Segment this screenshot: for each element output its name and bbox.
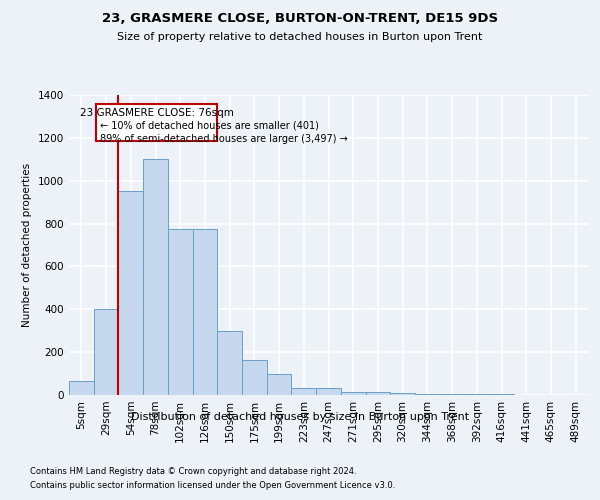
Bar xyxy=(267,374,292,395)
Bar xyxy=(341,392,365,395)
Y-axis label: Number of detached properties: Number of detached properties xyxy=(22,163,32,327)
Bar xyxy=(168,229,193,395)
Text: Size of property relative to detached houses in Burton upon Trent: Size of property relative to detached ho… xyxy=(118,32,482,42)
Bar xyxy=(415,394,440,395)
Bar xyxy=(292,388,316,395)
Bar xyxy=(69,381,94,395)
FancyBboxPatch shape xyxy=(96,104,217,141)
Text: 23, GRASMERE CLOSE, BURTON-ON-TRENT, DE15 9DS: 23, GRASMERE CLOSE, BURTON-ON-TRENT, DE1… xyxy=(102,12,498,26)
Bar xyxy=(118,192,143,395)
Bar xyxy=(143,160,168,395)
Bar xyxy=(365,392,390,395)
Bar xyxy=(193,229,217,395)
Bar xyxy=(316,388,341,395)
Bar xyxy=(242,360,267,395)
Bar xyxy=(94,310,118,395)
Text: Contains HM Land Registry data © Crown copyright and database right 2024.: Contains HM Land Registry data © Crown c… xyxy=(30,468,356,476)
Bar xyxy=(440,394,464,395)
Text: ← 10% of detached houses are smaller (401): ← 10% of detached houses are smaller (40… xyxy=(100,120,319,130)
Text: 23 GRASMERE CLOSE: 76sqm: 23 GRASMERE CLOSE: 76sqm xyxy=(80,108,233,118)
Text: 89% of semi-detached houses are larger (3,497) →: 89% of semi-detached houses are larger (… xyxy=(100,134,347,143)
Bar xyxy=(217,330,242,395)
Text: Distribution of detached houses by size in Burton upon Trent: Distribution of detached houses by size … xyxy=(131,412,469,422)
Bar xyxy=(390,394,415,395)
Bar xyxy=(464,394,489,395)
Text: Contains public sector information licensed under the Open Government Licence v3: Contains public sector information licen… xyxy=(30,481,395,490)
Bar xyxy=(489,394,514,395)
